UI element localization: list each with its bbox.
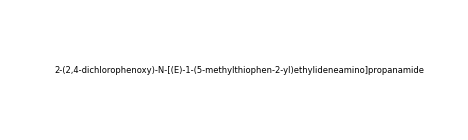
Text: 2-(2,4-dichlorophenoxy)-N-[(E)-1-(5-methylthiophen-2-yl)ethylideneamino]propanam: 2-(2,4-dichlorophenoxy)-N-[(E)-1-(5-meth… <box>55 66 425 75</box>
